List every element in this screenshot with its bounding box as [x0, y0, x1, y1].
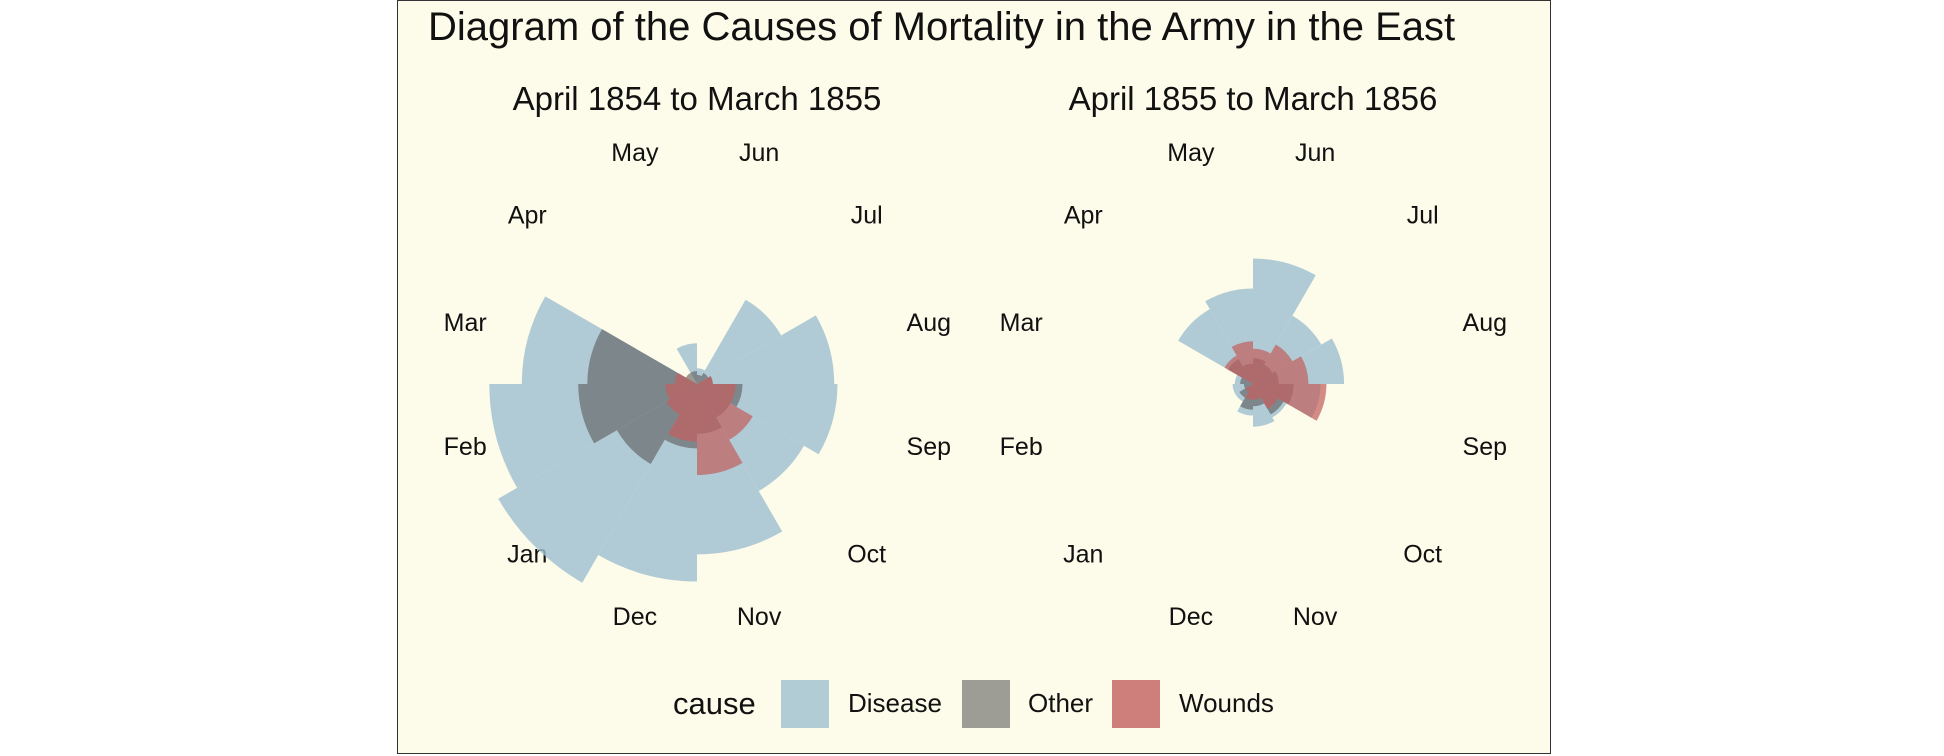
month-label-jan: Jan — [1063, 541, 1103, 569]
wedge-wounds-nov — [697, 384, 743, 476]
legend-label-other: Other — [1028, 688, 1093, 718]
month-label-nov: Nov — [1293, 603, 1338, 631]
month-label-oct: Oct — [847, 541, 886, 569]
wedge-wounds-nov — [1253, 384, 1261, 400]
wedge-disease-jul — [697, 299, 782, 384]
wedge-wounds-oct — [697, 384, 753, 440]
wedge-wounds-may — [1231, 341, 1253, 384]
month-label-dec: Dec — [1169, 603, 1213, 631]
month-label-sep: Sep — [1463, 433, 1507, 461]
wedge-other-jul — [697, 372, 709, 384]
month-label-may: May — [611, 139, 659, 167]
wedge-other-may — [690, 371, 697, 384]
wedge-wounds-apr — [1224, 355, 1253, 384]
legend-label-wounds: Wounds — [1179, 688, 1274, 718]
facet-1855-1856: April 1855 to March 1856 Jun Jul Aug Sep Oct N… — [1000, 80, 1507, 631]
month-label-jul: Jul — [851, 201, 883, 229]
wedge-other-apr — [685, 372, 697, 384]
wedge-wounds-mar — [674, 372, 697, 384]
month-label-dec: Dec — [613, 603, 657, 631]
legend-swatch-wounds — [1112, 680, 1160, 728]
wedge-wounds-dec — [1245, 384, 1253, 400]
month-label-nov: Nov — [737, 603, 782, 631]
chart-title: Diagram of the Causes of Mortality in th… — [428, 5, 1455, 49]
legend-label-disease: Disease — [848, 688, 942, 718]
legend-title: cause — [673, 686, 756, 721]
month-label-apr: Apr — [1064, 201, 1103, 229]
wedge-wounds-dec — [668, 384, 697, 442]
wedge-wounds-jul — [1253, 344, 1293, 384]
facet-title: April 1854 to March 1855 — [513, 80, 882, 117]
legend: cause Disease Other Wounds — [673, 680, 1274, 728]
month-label-apr: Apr — [508, 201, 547, 229]
wedge-other-mar — [1240, 377, 1253, 384]
wedge-wounds-aug — [697, 376, 713, 384]
month-label-feb: Feb — [444, 433, 487, 461]
legend-swatch-disease — [781, 680, 829, 728]
facet-1854-1855: April 1854 to March 1855 Jun Jul Aug Sep Oct N… — [444, 80, 951, 631]
month-label-jul: Jul — [1407, 201, 1439, 229]
month-label-jun: Jun — [1295, 139, 1335, 167]
month-label-oct: Oct — [1403, 541, 1442, 569]
wedge-other-jun — [697, 374, 702, 384]
month-label-may: May — [1167, 139, 1215, 167]
facet-title: April 1855 to March 1856 — [1069, 80, 1438, 117]
month-label-feb: Feb — [1000, 433, 1043, 461]
month-label-aug: Aug — [907, 309, 951, 337]
wedge-wounds-jan — [1245, 384, 1253, 392]
month-label-jun: Jun — [739, 139, 779, 167]
wedge-wounds-oct — [1253, 384, 1278, 409]
wedge-wounds-jan — [666, 384, 697, 415]
month-label-aug: Aug — [1463, 309, 1507, 337]
wedge-wounds-sep — [1253, 384, 1327, 421]
month-label-sep: Sep — [907, 433, 951, 461]
wedge-wounds-jun — [1253, 348, 1271, 384]
wedge-wounds-feb — [665, 384, 697, 400]
month-label-mar: Mar — [444, 309, 487, 337]
legend-swatch-other — [962, 680, 1010, 728]
month-label-mar: Mar — [1000, 309, 1043, 337]
wedge-other-feb — [578, 384, 697, 444]
wedge-wounds-aug — [1253, 356, 1309, 384]
wedge-wounds-sep — [697, 384, 736, 404]
wedge-other-feb — [1243, 384, 1253, 389]
wedge-disease-aug — [697, 315, 835, 384]
wedge-other-mar — [587, 329, 697, 384]
